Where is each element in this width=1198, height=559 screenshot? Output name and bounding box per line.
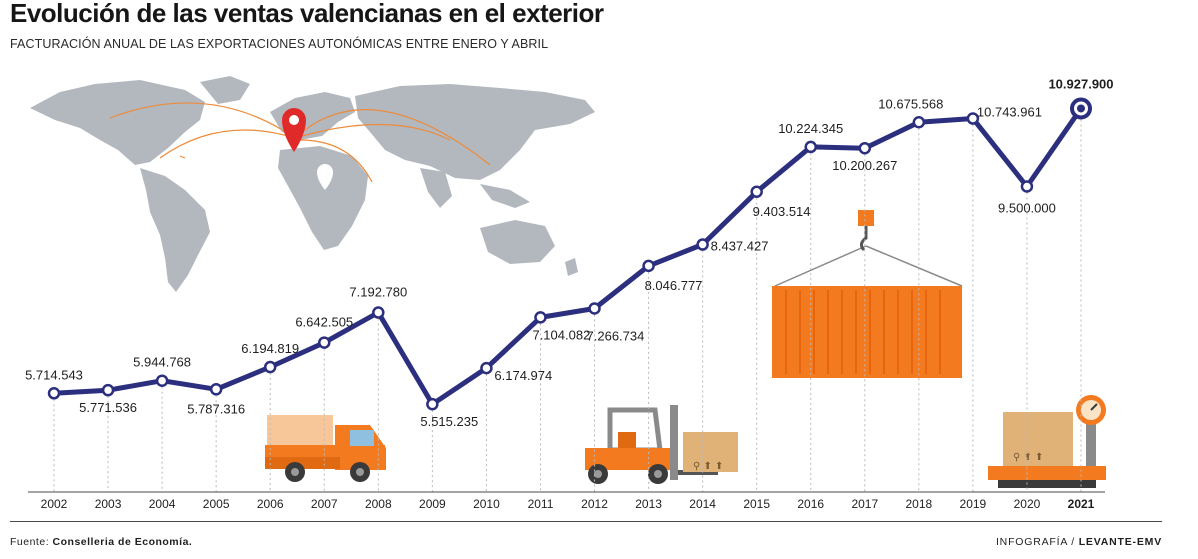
location-pin-icon [282, 108, 306, 152]
source-label: Fuente: [10, 536, 50, 548]
data-label-2010: 6.174.974 [494, 368, 552, 383]
data-point-2020 [1020, 180, 1034, 193]
series-line [53, 107, 1084, 407]
data-label-2013: 8.046.777 [645, 278, 703, 293]
data-points [47, 97, 1092, 411]
x-tick-2016: 2016 [797, 497, 824, 511]
data-label-2004: 5.944.768 [133, 355, 191, 370]
source-note: Fuente: Conselleria de Economía. [10, 536, 192, 548]
data-label-2007: 6.642.505 [295, 315, 353, 330]
data-point-2018 [912, 116, 926, 129]
x-tick-2020: 2020 [1014, 497, 1041, 511]
data-point-2002 [47, 387, 61, 400]
data-label-2017: 10.200.267 [832, 158, 897, 173]
location-pin-small-icon [317, 164, 333, 190]
trade-routes-icon [109, 102, 491, 183]
data-point-2015 [750, 185, 763, 199]
x-tick-2002: 2002 [41, 497, 68, 511]
footer-divider [10, 521, 1162, 522]
chart-title: Evolución de las ventas valencianas en e… [10, 0, 604, 28]
scale-icon: ⚲ ⬆ ⬆ [988, 395, 1106, 488]
data-label-2011: 7.104.082 [532, 327, 590, 342]
box-icon [1003, 412, 1073, 468]
x-tick-2015: 2015 [743, 497, 770, 511]
container-icon [772, 210, 963, 378]
x-tick-2011: 2011 [528, 497, 554, 511]
x-tick-labels: 2002 2003 2004 2005 2006 2007 2008 2009 2010 2011… [41, 497, 1095, 511]
x-tick-2013: 2013 [635, 497, 662, 511]
data-label-2008: 7.192.780 [349, 285, 407, 300]
data-label-2003: 5.771.536 [79, 400, 137, 415]
data-label-2002: 5.714.543 [25, 367, 83, 382]
data-point-2005 [209, 383, 223, 396]
svg-text:⚲ ⬆ ⬆: ⚲ ⬆ ⬆ [693, 461, 723, 472]
data-point-2013 [642, 259, 655, 273]
x-tick-2003: 2003 [95, 497, 122, 511]
data-point-2011 [534, 311, 547, 324]
data-label-2009: 5.515.235 [420, 414, 478, 429]
x-tick-2009: 2009 [419, 497, 446, 511]
credit-value: LEVANTE-EMV [1078, 536, 1162, 548]
x-tick-2017: 2017 [851, 497, 878, 511]
data-point-2004 [155, 374, 169, 387]
x-tick-2010: 2010 [473, 497, 500, 511]
x-tick-2021: 2021 [1068, 497, 1095, 511]
source-value: Conselleria de Economía. [52, 536, 193, 548]
data-label-2015: 9.403.514 [753, 204, 811, 219]
data-point-2006 [263, 360, 277, 374]
data-label-2006: 6.194.819 [241, 341, 299, 356]
data-point-2017 [858, 141, 872, 155]
data-labels: 5.714.543 5.771.536 5.944.768 5.787.316 6.19… [25, 76, 1113, 429]
x-tick-2007: 2007 [311, 497, 338, 511]
data-label-2018: 10.675.568 [878, 96, 943, 111]
data-point-highlight-dot [1077, 104, 1085, 113]
x-tick-2008: 2008 [365, 497, 392, 511]
x-tick-2018: 2018 [905, 497, 932, 511]
svg-text:⚲ ⬆ ⬆: ⚲ ⬆ ⬆ [1013, 452, 1043, 463]
data-point-2016 [804, 140, 817, 154]
data-label-2005: 5.787.316 [187, 401, 245, 416]
data-point-2010 [480, 361, 493, 375]
x-tick-2006: 2006 [257, 497, 284, 511]
data-label-2016: 10.224.345 [778, 121, 843, 136]
chart-subtitle: FACTURACIÓN ANUAL DE LAS EXPORTACIONES A… [10, 37, 549, 51]
forklift-icon: ⚲ ⬆ ⬆ [585, 405, 738, 484]
data-point-2009 [426, 397, 439, 411]
x-tick-2014: 2014 [689, 497, 716, 511]
x-tick-2004: 2004 [149, 497, 176, 511]
data-label-2019: 10.743.961 [977, 105, 1042, 120]
data-point-2012 [588, 302, 601, 315]
x-tick-2012: 2012 [581, 497, 608, 511]
data-point-2003 [101, 383, 115, 397]
world-map-icon [30, 76, 595, 292]
box-icon [683, 432, 738, 472]
data-point-2014 [696, 238, 709, 251]
truck-icon [265, 415, 386, 482]
x-tick-2005: 2005 [203, 497, 230, 511]
data-point-2019 [966, 112, 980, 125]
data-point-2007 [318, 336, 331, 349]
data-label-2021: 10.927.900 [1048, 76, 1113, 91]
x-tick-2019: 2019 [960, 497, 987, 511]
data-point-2008 [372, 306, 385, 319]
guide-lines [53, 114, 1082, 492]
data-label-2014: 8.437.427 [711, 239, 769, 254]
data-label-2020: 9.500.000 [998, 200, 1056, 215]
credit-label: INFOGRAFÍA / [995, 536, 1075, 548]
credit-note: INFOGRAFÍA / LEVANTE-EMV [996, 536, 1162, 548]
data-label-2012: 7.266.734 [587, 328, 645, 343]
